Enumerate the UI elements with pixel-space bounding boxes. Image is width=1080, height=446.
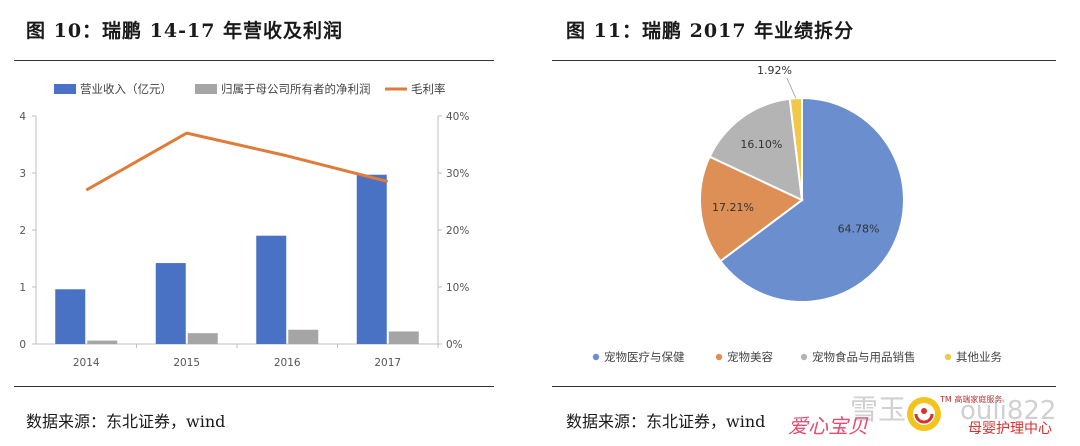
x-tick-label: 2015 bbox=[173, 357, 200, 369]
slice-grooming bbox=[699, 155, 804, 263]
legend-label-4: 其他业务 bbox=[956, 350, 1002, 364]
x-tick-label: 2014 bbox=[73, 357, 100, 369]
line-gross-margin bbox=[85, 131, 389, 192]
top-rule bbox=[14, 60, 494, 61]
watermark-sub-text: 母婴护理中心 bbox=[968, 421, 1052, 437]
y-tick-label-left: 1 bbox=[19, 282, 26, 294]
data-label-grooming: 17.21% bbox=[712, 201, 754, 214]
bar-net-profit bbox=[87, 340, 118, 344]
legend-swatch-1 bbox=[54, 84, 76, 94]
left-panel: 图 10：瑞鹏 14-17 年营收及利润 营业收入（亿元） 归属于母公司所有者的净… bbox=[14, 20, 494, 431]
source-note: 数据来源：东北证券，wind bbox=[26, 412, 226, 431]
legend-label-2: 归属于母公司所有者的净利润 bbox=[221, 82, 371, 96]
bar-revenue bbox=[356, 174, 387, 344]
revenue-profit-chart: 营业收入（亿元） 归属于母公司所有者的净利润 毛利率012340%10%20%30%… bbox=[19, 82, 469, 369]
right-panel: 图 11：瑞鹏 2017 年业绩拆分 64.78% 17.21% 16.10% 1.9… bbox=[540, 0, 1080, 446]
legend-label-3: 宠物食品与用品销售 bbox=[812, 350, 916, 364]
bar-net-profit bbox=[187, 333, 218, 344]
watermark-id-text: ouli822 bbox=[960, 396, 1057, 426]
bar-net-profit bbox=[288, 329, 319, 344]
slice-food-supplies bbox=[708, 97, 804, 202]
y-tick-label-right: 20% bbox=[446, 225, 469, 237]
legend-marker-1 bbox=[592, 353, 600, 361]
y-tick-label-left: 2 bbox=[19, 225, 26, 237]
bar-revenue bbox=[256, 235, 287, 344]
bar-revenue bbox=[155, 263, 186, 344]
bottom-rule bbox=[14, 386, 494, 387]
watermark-brand-text: 爱心宝贝 bbox=[788, 414, 868, 438]
watermark-tm-text: TM 高端家庭服务 bbox=[940, 395, 1003, 404]
y-tick-label-left: 3 bbox=[19, 168, 26, 180]
y-tick-label-right: 0% bbox=[446, 339, 463, 351]
y-tick-label-right: 40% bbox=[446, 111, 469, 123]
y-tick-label-right: 10% bbox=[446, 282, 469, 294]
data-label-other: 1.92% bbox=[757, 64, 792, 77]
source-note: 数据来源：东北证券，wind bbox=[566, 412, 766, 431]
x-tick-label: 2017 bbox=[374, 357, 401, 369]
y-tick-label-right: 30% bbox=[446, 168, 469, 180]
y-tick-label-left: 4 bbox=[19, 111, 26, 123]
x-tick-label: 2016 bbox=[274, 357, 301, 369]
figure-11-title: 图 11：瑞鹏 2017 年业绩拆分 bbox=[566, 20, 855, 42]
bar-net-profit bbox=[388, 331, 419, 344]
y-tick-label-left: 0 bbox=[19, 339, 26, 351]
legend-swatch-2 bbox=[195, 84, 217, 94]
watermark: 雪玉 爱心宝贝 TM 高端家庭服务 ouli822 母婴护理中心 bbox=[780, 386, 1080, 446]
figure-10-title: 图 10：瑞鹏 14-17 年营收及利润 bbox=[26, 20, 344, 42]
bottom-rule bbox=[552, 386, 1056, 387]
bar-revenue bbox=[55, 289, 86, 344]
legend-marker-4 bbox=[944, 353, 952, 361]
legend-marker-2 bbox=[715, 353, 723, 361]
sunburst-logo-icon bbox=[907, 397, 941, 431]
data-label-food-supplies: 16.10% bbox=[740, 138, 782, 151]
legend-label-1: 宠物医疗与保健 bbox=[604, 350, 685, 364]
slice-medical bbox=[718, 96, 905, 303]
business-split-pie: 64.78% 17.21% 16.10% 1.92% 宠物医疗与保健 宠物美容 宠物食品与用… bbox=[592, 64, 1002, 364]
watermark-faded-text: 雪玉 bbox=[850, 393, 907, 426]
leader-line-other bbox=[786, 77, 797, 99]
data-label-medical: 64.78% bbox=[838, 222, 880, 235]
legend-marker-3 bbox=[800, 353, 808, 361]
legend-label-3: 毛利率 bbox=[411, 82, 446, 96]
legend-label-1: 营业收入（亿元） bbox=[80, 82, 172, 96]
top-rule bbox=[552, 60, 1056, 61]
legend-label-2: 宠物美容 bbox=[727, 350, 773, 364]
